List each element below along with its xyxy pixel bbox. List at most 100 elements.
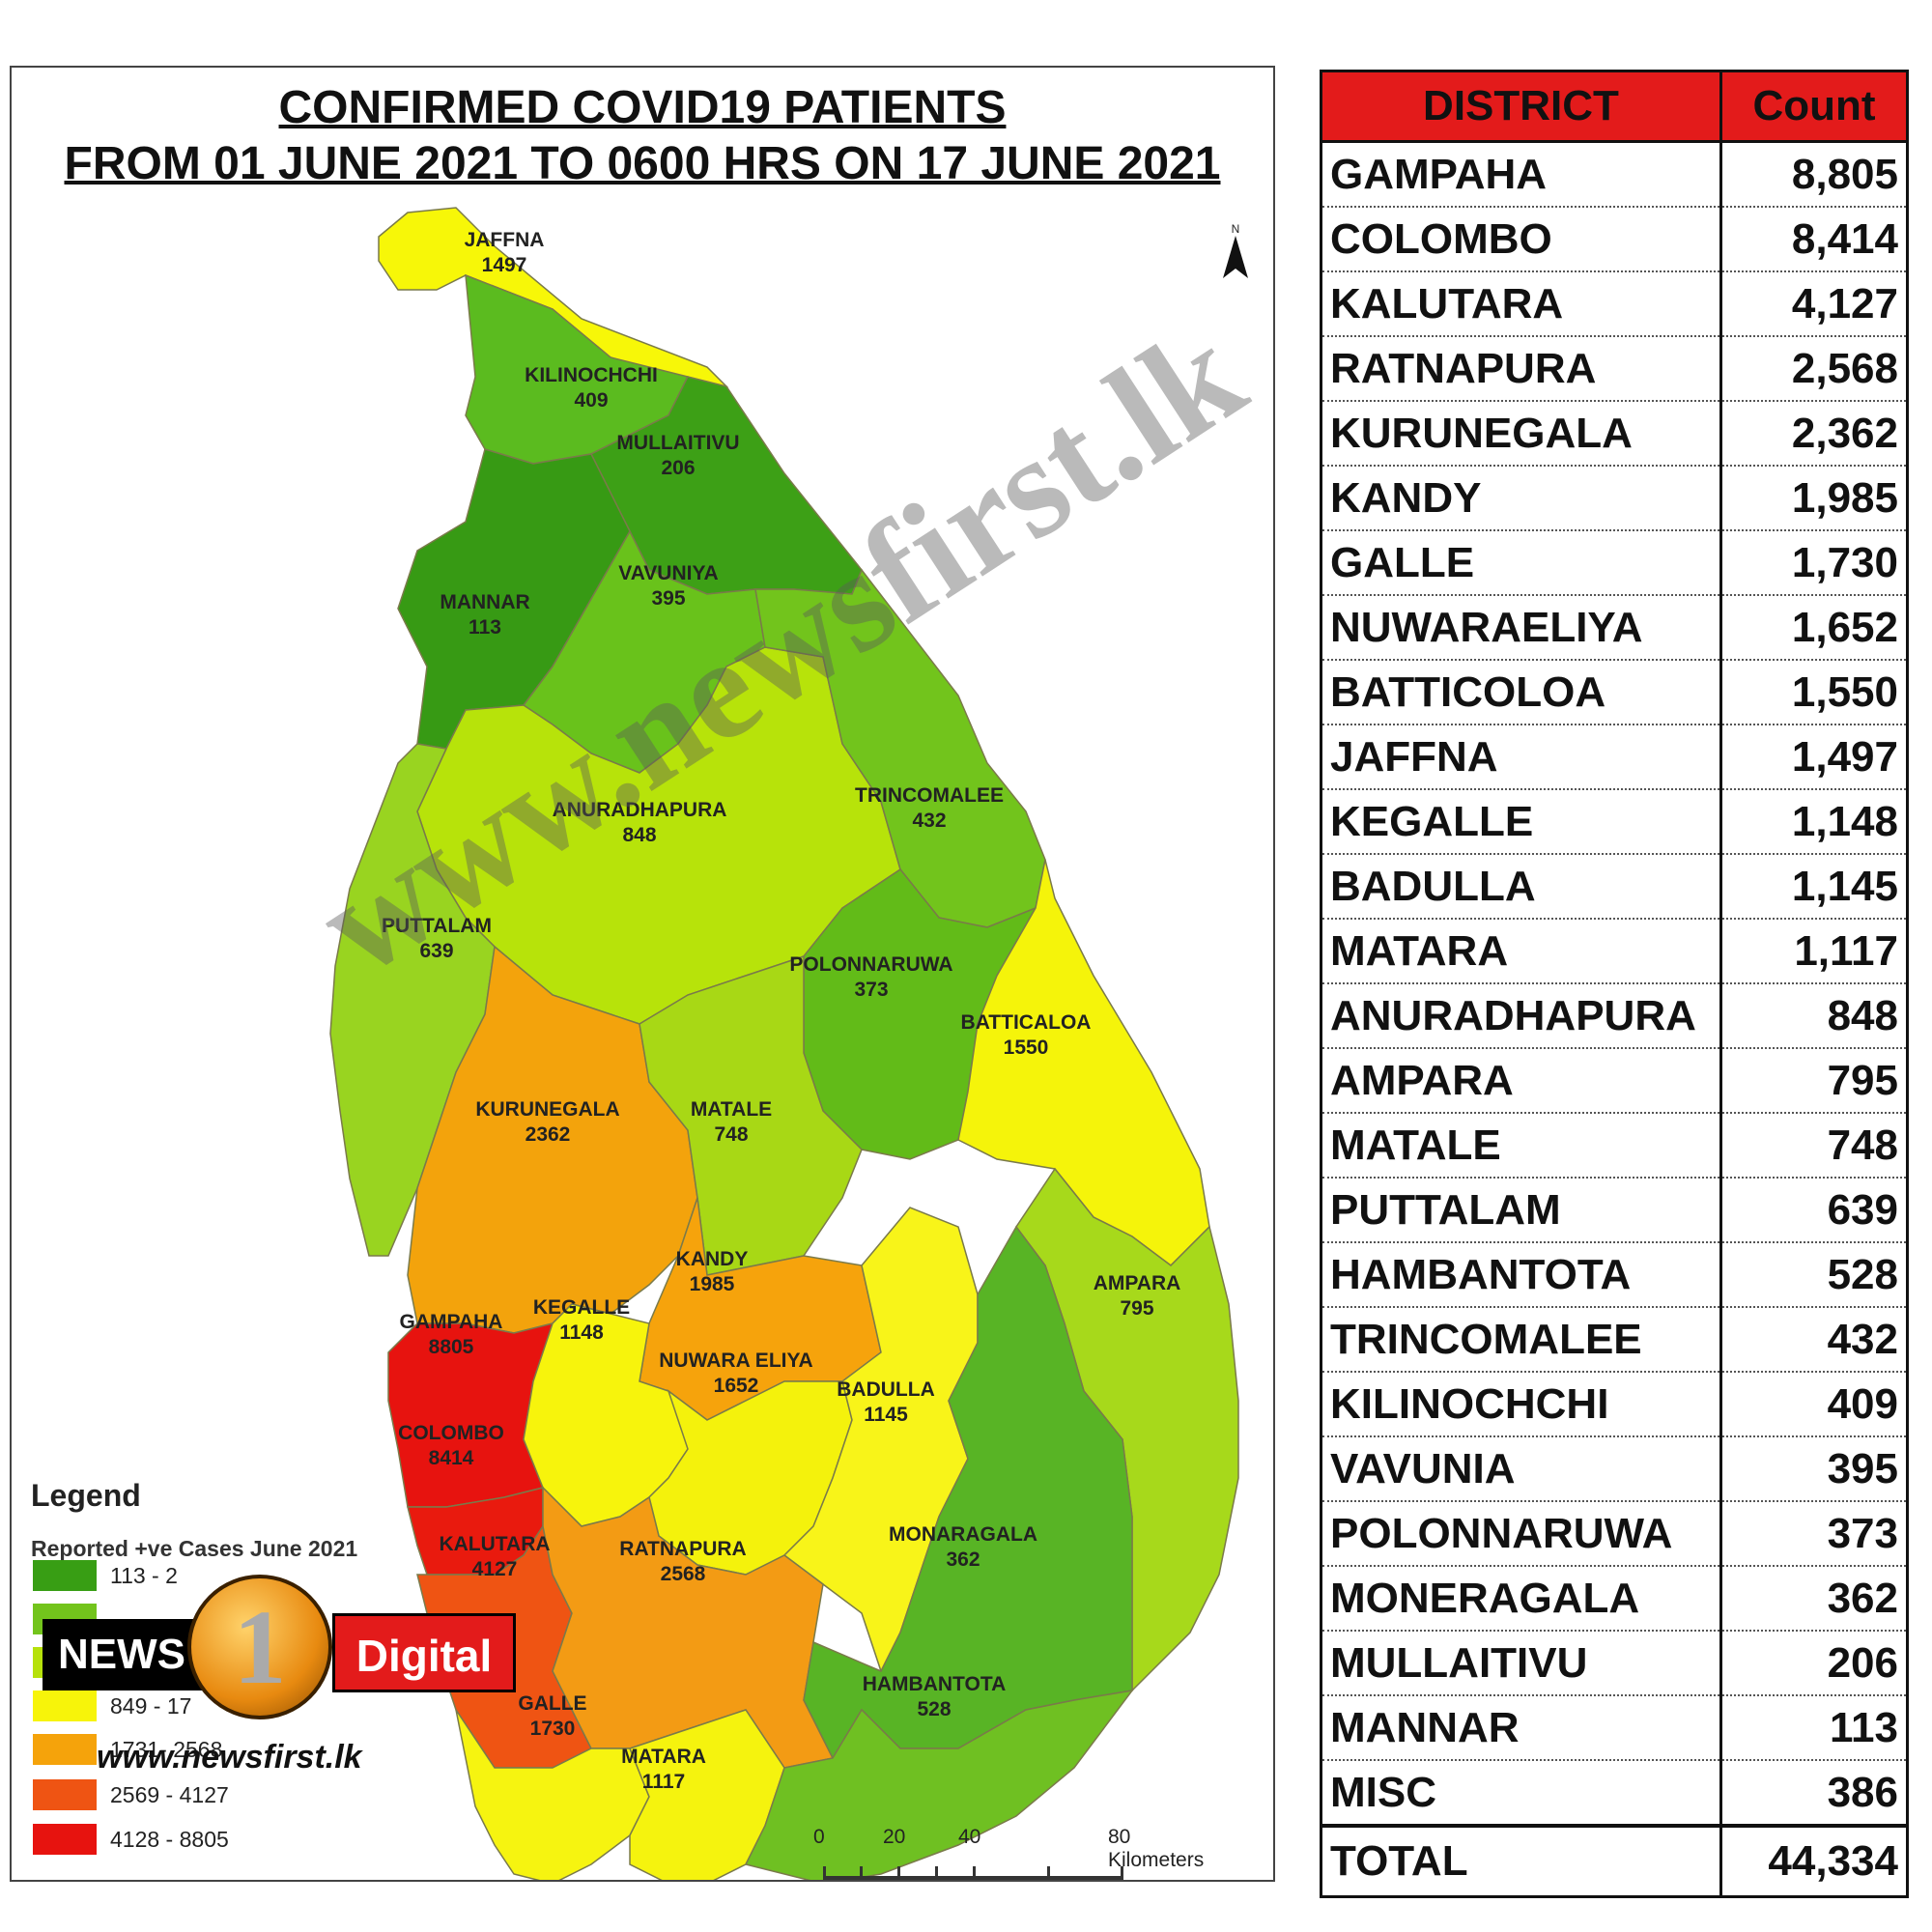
- legend-subtitle: Reported +ve Cases June 2021: [31, 1536, 358, 1561]
- row-count: 1,145: [1720, 854, 1909, 920]
- row-district: MANNAR: [1320, 1695, 1722, 1761]
- district-count-label: 1117: [642, 1771, 685, 1793]
- district-name-label: MATALE: [691, 1098, 772, 1121]
- district-count-label: 373: [854, 979, 888, 1001]
- legend-label: 4128 - 8805: [110, 1826, 229, 1852]
- scale-tick: [935, 1866, 938, 1880]
- row-district: KEGALLE: [1320, 789, 1722, 855]
- district-count-label: 206: [661, 457, 695, 479]
- row-count: 1,652: [1720, 595, 1909, 661]
- row-district: KANDY: [1320, 466, 1722, 531]
- row-count: 4,127: [1720, 271, 1909, 337]
- district-count-label: 1148: [559, 1321, 604, 1344]
- row-count: 373: [1720, 1501, 1909, 1567]
- row-count: 206: [1720, 1631, 1909, 1696]
- legend-swatch: [33, 1779, 97, 1810]
- legend-item: 1731- 2568: [33, 1734, 222, 1765]
- scale-tick: [973, 1866, 976, 1880]
- north-arrow-icon: [1223, 236, 1248, 278]
- legend-item: 4128 - 8805: [33, 1824, 229, 1855]
- table-row: ANURADHAPURA 848: [1320, 983, 1909, 1049]
- district-count-label: 1652: [714, 1375, 759, 1397]
- district-count-label: 1985: [690, 1273, 735, 1295]
- legend-swatch: [33, 1734, 97, 1765]
- row-district: GAMPAHA: [1320, 141, 1722, 208]
- district-count-label: 1497: [482, 254, 527, 276]
- district-name-label: JAFFNA: [465, 229, 545, 251]
- district-count-label: 2362: [526, 1123, 571, 1146]
- row-district: JAFFNA: [1320, 724, 1722, 790]
- north-arrow: N: [1221, 222, 1250, 285]
- table-row: MONERAGALA 362: [1320, 1566, 1909, 1632]
- map-panel: CONFIRMED COVID19 PATIENTS FROM 01 JUNE …: [10, 66, 1275, 1882]
- row-count: 639: [1720, 1178, 1909, 1243]
- sri-lanka-map: JAFFNA 1497 KILINOCHCHI 409 MULLAITIVU 206 MAN…: [329, 207, 1239, 1880]
- legend-swatch: [33, 1690, 97, 1721]
- district-name-label: RATNAPURA: [619, 1538, 746, 1560]
- row-count: 748: [1720, 1113, 1909, 1179]
- table-row: JAFFNA 1,497: [1320, 724, 1909, 790]
- district-name-label: GALLE: [518, 1692, 586, 1715]
- district-count-label: 8805: [429, 1336, 474, 1358]
- row-count: 2,568: [1720, 336, 1909, 402]
- row-count: 362: [1720, 1566, 1909, 1632]
- row-count: 432: [1720, 1307, 1909, 1373]
- table-row: TRINCOMALEE 432: [1320, 1307, 1909, 1373]
- table-row: COLOMBO 8,414: [1320, 207, 1909, 272]
- district-count-label: 2568: [661, 1563, 706, 1585]
- north-letter: N: [1231, 222, 1240, 236]
- district-count-label: 1145: [864, 1404, 908, 1426]
- row-district: COLOMBO: [1320, 207, 1722, 272]
- district-matara: [629, 1709, 785, 1880]
- scale-tick-label: 40: [958, 1826, 981, 1848]
- district-name-label: COLOMBO: [398, 1422, 504, 1444]
- row-district: PUTTALAM: [1320, 1178, 1722, 1243]
- row-district: ANURADHAPURA: [1320, 983, 1722, 1049]
- row-count: 528: [1720, 1242, 1909, 1308]
- table-header-row: DISTRICT Count: [1320, 70, 1909, 143]
- district-name-label: NUWARA ELIYA: [659, 1350, 812, 1372]
- table-row: GALLE 1,730: [1320, 530, 1909, 596]
- table-row: KALUTARA 4,127: [1320, 271, 1909, 337]
- table-row: KEGALLE 1,148: [1320, 789, 1909, 855]
- scale-tick: [860, 1866, 863, 1880]
- district-name-label: MONARAGALA: [889, 1523, 1037, 1546]
- district-name-label: BATTICALOA: [961, 1011, 1092, 1034]
- district-name-label: KURUNEGALA: [475, 1098, 619, 1121]
- table-row: MISC 386: [1320, 1760, 1909, 1827]
- header-district: DISTRICT: [1320, 70, 1722, 143]
- district-count-label: 748: [714, 1123, 748, 1146]
- district-count-label: 409: [574, 389, 608, 412]
- district-name-label: VAVUNIYA: [618, 562, 718, 584]
- logo-url: www.newsfirst.lk: [97, 1739, 362, 1776]
- row-district: MATARA: [1320, 919, 1722, 984]
- district-matale: [639, 954, 863, 1276]
- scale-tick: [1047, 1866, 1050, 1880]
- table-row: MULLAITIVU 206: [1320, 1631, 1909, 1696]
- map-title-line2: FROM 01 JUNE 2021 TO 0600 HRS ON 17 JUNE…: [64, 138, 1221, 189]
- district-name-label: KEGALLE: [533, 1296, 630, 1319]
- district-name-label: BADULLA: [837, 1378, 934, 1401]
- header-count: Count: [1719, 70, 1909, 143]
- district-count-label: 395: [651, 587, 685, 610]
- newsfirst-logo: NEWS 1 Digital: [43, 1575, 516, 1719]
- district-name-label: ANURADHAPURA: [553, 799, 727, 821]
- row-count: 2,362: [1720, 401, 1909, 467]
- row-district: AMPARA: [1320, 1048, 1722, 1114]
- table-row: AMPARA 795: [1320, 1048, 1909, 1114]
- row-district: MISC: [1320, 1760, 1722, 1827]
- legend-item: 2569 - 4127: [33, 1779, 229, 1810]
- district-name-label: POLONNARUWA: [789, 953, 952, 976]
- district-name-label: GAMPAHA: [400, 1311, 503, 1333]
- row-count: 1,148: [1720, 789, 1909, 855]
- total-count: 44,334: [1720, 1824, 1909, 1898]
- district-name-label: MANNAR: [440, 591, 529, 613]
- legend-label: 849 - 17: [110, 1692, 192, 1719]
- legend-label: 2569 - 4127: [110, 1781, 229, 1807]
- row-district: RATNAPURA: [1320, 336, 1722, 402]
- row-district: MONERAGALA: [1320, 1566, 1722, 1632]
- row-district: NUWARAELIYA: [1320, 595, 1722, 661]
- district-name-label: PUTTALAM: [382, 915, 492, 937]
- scale-tick: [1121, 1866, 1123, 1880]
- row-count: 386: [1720, 1760, 1909, 1827]
